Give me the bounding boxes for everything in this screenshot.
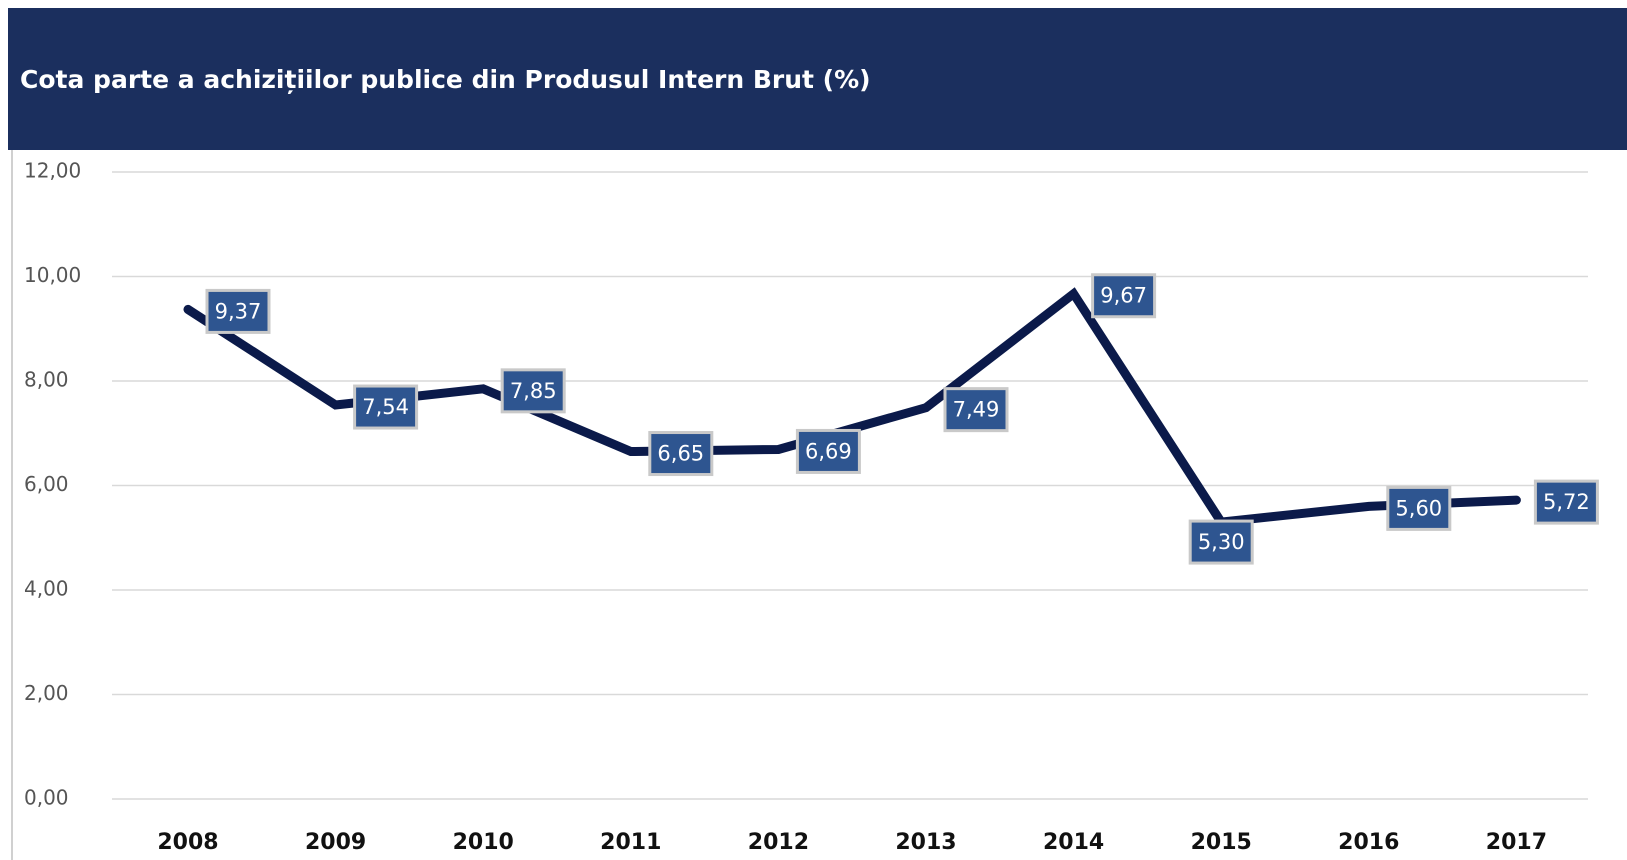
x-tick-label: 2015 — [1191, 830, 1252, 855]
x-tick-label: 2009 — [305, 830, 366, 855]
x-tick-label: 2011 — [600, 830, 661, 855]
x-tick-label: 2013 — [895, 830, 956, 855]
value-label-box — [1091, 273, 1157, 319]
y-tick-label: 0,00 — [24, 786, 69, 810]
value-label: 5,60 — [1395, 496, 1442, 520]
x-tick-label: 2017 — [1486, 830, 1547, 855]
value-label: 7,54 — [362, 395, 409, 419]
y-tick-label: 6,00 — [24, 472, 69, 496]
value-label-box — [1533, 479, 1599, 525]
y-tick-label: 10,00 — [24, 263, 81, 287]
value-label-box — [1386, 485, 1452, 531]
value-label: 6,65 — [657, 442, 704, 466]
value-label: 5,72 — [1543, 490, 1590, 514]
value-label-box — [795, 428, 861, 474]
value-label-box — [648, 431, 714, 477]
x-tick-label: 2014 — [1043, 830, 1104, 855]
value-label: 9,67 — [1100, 284, 1147, 308]
value-label-box — [353, 384, 419, 430]
value-label: 7,49 — [953, 398, 1000, 422]
chart-title: Cota parte a achizițiilor publice din Pr… — [20, 65, 871, 94]
value-label-box — [1188, 519, 1254, 565]
value-label-box — [500, 368, 566, 414]
title-banner — [8, 8, 1627, 150]
value-label: 6,69 — [805, 439, 852, 463]
y-tick-label: 12,00 — [24, 159, 81, 183]
y-tick-label: 4,00 — [24, 577, 69, 601]
x-tick-label: 2010 — [453, 830, 514, 855]
x-tick-label: 2008 — [157, 830, 218, 855]
x-tick-label: 2016 — [1338, 830, 1399, 855]
value-label: 7,85 — [510, 379, 557, 403]
value-label-box — [205, 288, 271, 334]
y-tick-label: 2,00 — [24, 681, 69, 705]
value-label: 5,30 — [1198, 530, 1245, 554]
value-label: 9,37 — [215, 299, 262, 323]
value-label-box — [943, 387, 1009, 433]
x-tick-label: 2012 — [748, 830, 809, 855]
y-tick-label: 8,00 — [24, 368, 69, 392]
